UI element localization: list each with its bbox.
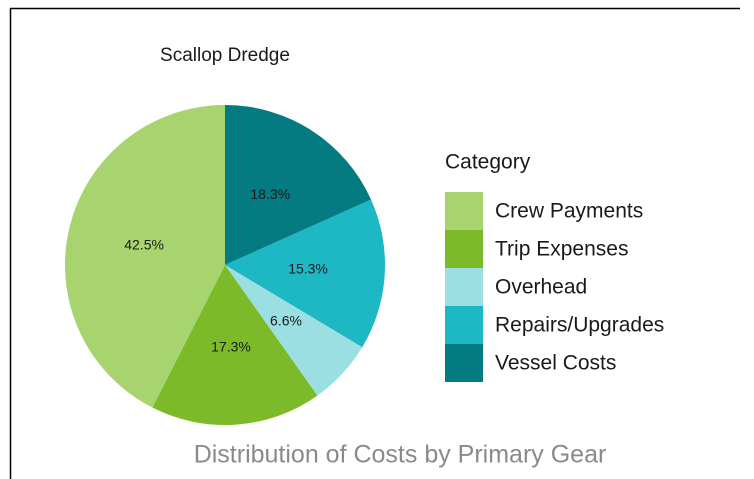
legend-label: Trip Expenses	[495, 238, 628, 261]
pie-slice	[225, 199, 385, 348]
pie-slice	[65, 105, 226, 408]
pie-slice	[152, 265, 318, 426]
legend-label: Overhead	[495, 276, 587, 299]
legend-key	[445, 230, 483, 268]
legend-key	[445, 268, 483, 306]
legend-title: Category	[445, 151, 531, 174]
slice-label: 15.3%	[288, 261, 328, 277]
pie-slice	[225, 265, 363, 396]
legend-key	[445, 306, 483, 344]
pie-slice	[225, 105, 372, 265]
chart-title: Scallop Dredge	[160, 45, 290, 66]
legend-label: Vessel Costs	[495, 352, 616, 375]
legend-label: Repairs/Upgrades	[495, 314, 664, 337]
legend-label: Crew Payments	[495, 200, 643, 223]
slice-label: 17.3%	[211, 339, 251, 355]
slice-label: 6.6%	[270, 312, 302, 328]
slice-label: 18.3%	[250, 186, 290, 202]
legend-key	[445, 192, 483, 230]
slice-label: 42.5%	[124, 236, 164, 252]
legend-key	[445, 344, 483, 382]
caption: Distribution of Costs by Primary Gear	[194, 441, 607, 469]
